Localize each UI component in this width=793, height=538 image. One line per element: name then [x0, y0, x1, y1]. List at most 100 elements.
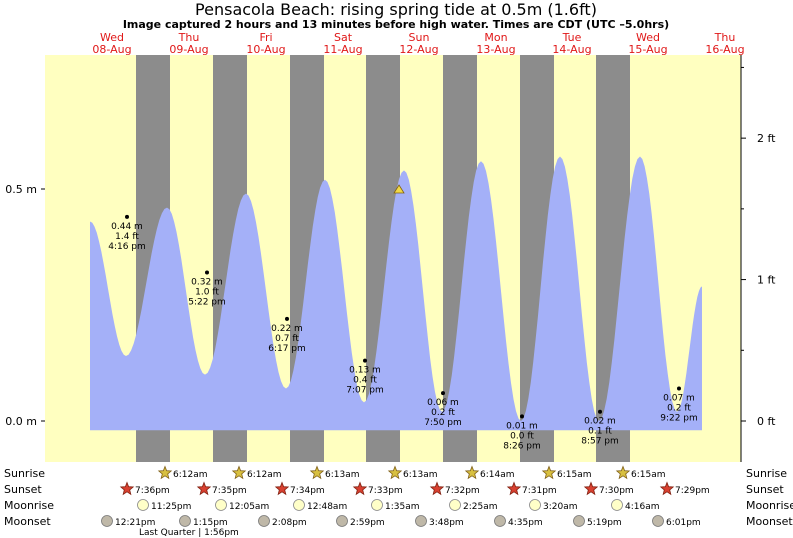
moonrise-time: 3:20am: [543, 502, 578, 512]
sunset-label-right: Sunset: [746, 483, 784, 496]
high-water-marker: [393, 184, 405, 194]
low-tide-time: 6:17 pm: [268, 344, 306, 354]
low-tide-height-m: 0.07 m: [663, 394, 695, 404]
left-axis: 0.0 m 0.5 m: [5, 183, 45, 428]
moonset-time: 12:21pm: [115, 518, 155, 528]
moonrise-event-5: 2:25am: [449, 499, 498, 512]
chart-title: Pensacola Beach: rising spring tide at 0…: [195, 0, 597, 19]
moonset-time: 3:48pm: [429, 518, 464, 528]
low-tide-time: 4:16 pm: [108, 242, 146, 252]
sunrise-event-2: 6:12am: [231, 465, 282, 480]
day-of-week: Sun: [409, 31, 430, 44]
low-tide-4: 0.13 m0.4 ft7:07 pm: [346, 358, 384, 396]
sunrise-event-7: 6:15am: [615, 465, 666, 480]
low-tide-height-m: 0.13 m: [349, 366, 381, 376]
sunrise-time: 6:15am: [557, 470, 592, 480]
low-tide-time: 9:22 pm: [660, 414, 698, 424]
low-tide-7: 0.02 m0.1 ft8:57 pm: [581, 409, 619, 447]
day-date: 10-Aug: [246, 43, 285, 56]
moonset-time: 2:59pm: [350, 518, 385, 528]
low-tide-time: 8:26 pm: [503, 441, 541, 451]
sunset-row: Sunset Sunset 7:36pm 7:35pm 7:34pm 7:33pm 7:32…: [4, 481, 784, 496]
current-tide-marker: [393, 184, 405, 194]
moonrise-time: 12:48am: [307, 502, 347, 512]
low-tide-dot: [520, 414, 524, 419]
low-tide-dot: [598, 409, 602, 414]
moonset-moon-icon: [179, 515, 191, 527]
moonset-event-1: 12:21pm: [101, 515, 155, 528]
low-tide-height-m: 0.02 m: [584, 417, 616, 427]
sunset-label-left: Sunset: [4, 483, 42, 496]
moonrise-label-left: Moonrise: [4, 499, 54, 512]
moonrise-event-3: 12:48am: [293, 499, 347, 512]
sunrise-event-6: 6:15am: [541, 465, 592, 480]
moonrise-event-7: 4:16am: [611, 499, 660, 512]
moonset-moon-icon: [494, 515, 506, 527]
low-tide-height-ft: 0.2 ft: [431, 408, 455, 418]
moonset-moon-icon: [573, 515, 585, 527]
sunset-time: 7:32pm: [445, 486, 480, 496]
moonset-moon-icon: [101, 515, 113, 527]
day-of-week: Tue: [562, 31, 582, 44]
chart-subtitle: Image captured 2 hours and 13 minutes be…: [123, 18, 669, 31]
sunset-star-icon: [506, 481, 522, 496]
day-of-week: Wed: [636, 31, 660, 44]
sunrise-star-icon: [541, 465, 557, 480]
sunset-time: 7:29pm: [675, 486, 710, 496]
sunset-star-icon: [352, 481, 368, 496]
moonset-time: 2:08pm: [272, 518, 307, 528]
sunset-event-5: 7:32pm: [429, 481, 480, 496]
day-date: 16-Aug: [705, 43, 744, 56]
sunset-star-icon: [274, 481, 290, 496]
sunset-time: 7:33pm: [368, 486, 403, 496]
sunset-event-8: 7:29pm: [659, 481, 710, 496]
sunset-event-6: 7:31pm: [506, 481, 557, 496]
sunrise-star-icon: [231, 465, 247, 480]
day-date: 08-Aug: [92, 43, 131, 56]
moonset-moon-icon: [336, 515, 348, 527]
sunrise-star-icon: [309, 465, 325, 480]
day-date: 15-Aug: [628, 43, 667, 56]
day-date: 13-Aug: [476, 43, 515, 56]
sunset-time: 7:34pm: [290, 486, 325, 496]
moonset-time: 1:15pm: [193, 518, 228, 528]
tide-curve: [90, 156, 702, 431]
day-of-week: Thu: [178, 31, 200, 44]
tide-area: [90, 156, 702, 431]
sunset-time: 7:30pm: [599, 486, 634, 496]
sunrise-time: 6:12am: [247, 470, 282, 480]
low-tide-time: 7:07 pm: [346, 386, 384, 396]
day-date: 11-Aug: [323, 43, 362, 56]
right-tick-label: 0 ft: [757, 415, 776, 428]
sunrise-label-right: Sunrise: [746, 467, 787, 480]
day-date: 12-Aug: [399, 43, 438, 56]
sunset-star-icon: [429, 481, 445, 496]
low-tide-time: 5:22 pm: [188, 298, 226, 308]
low-tide-height-m: 0.06 m: [427, 398, 459, 408]
day-of-week: Sat: [334, 31, 353, 44]
moonset-event-6: 4:35pm: [494, 515, 543, 528]
sunset-event-1: 7:36pm: [119, 481, 170, 496]
right-tick-label: 1 ft: [757, 274, 776, 287]
sunset-event-4: 7:33pm: [352, 481, 403, 496]
moonrise-moon-icon: [137, 499, 149, 511]
sunrise-event-5: 6:14am: [464, 465, 515, 480]
moonset-time: 5:19pm: [587, 518, 622, 528]
moonrise-moon-icon: [529, 499, 541, 511]
moonrise-moon-icon: [611, 499, 623, 511]
moonrise-event-1: 11:25pm: [137, 499, 191, 512]
low-tide-3: 0.22 m0.7 ft6:17 pm: [268, 316, 306, 354]
low-tide-height-ft: 0.1 ft: [588, 427, 612, 437]
sunrise-time: 6:13am: [403, 470, 438, 480]
day-labels: Wed08-AugThu09-AugFri10-AugSat11-AugSun1…: [92, 31, 744, 56]
sunset-time: 7:31pm: [522, 486, 557, 496]
day-date: 14-Aug: [552, 43, 591, 56]
moonset-row: Moonset Moonset 12:21pm 1:15pm 2:08pm 2:59pm 3…: [4, 515, 793, 528]
low-tide-height-ft: 0.7 ft: [275, 334, 299, 344]
moonset-time: 6:01pm: [666, 518, 701, 528]
sunset-event-2: 7:35pm: [196, 481, 247, 496]
